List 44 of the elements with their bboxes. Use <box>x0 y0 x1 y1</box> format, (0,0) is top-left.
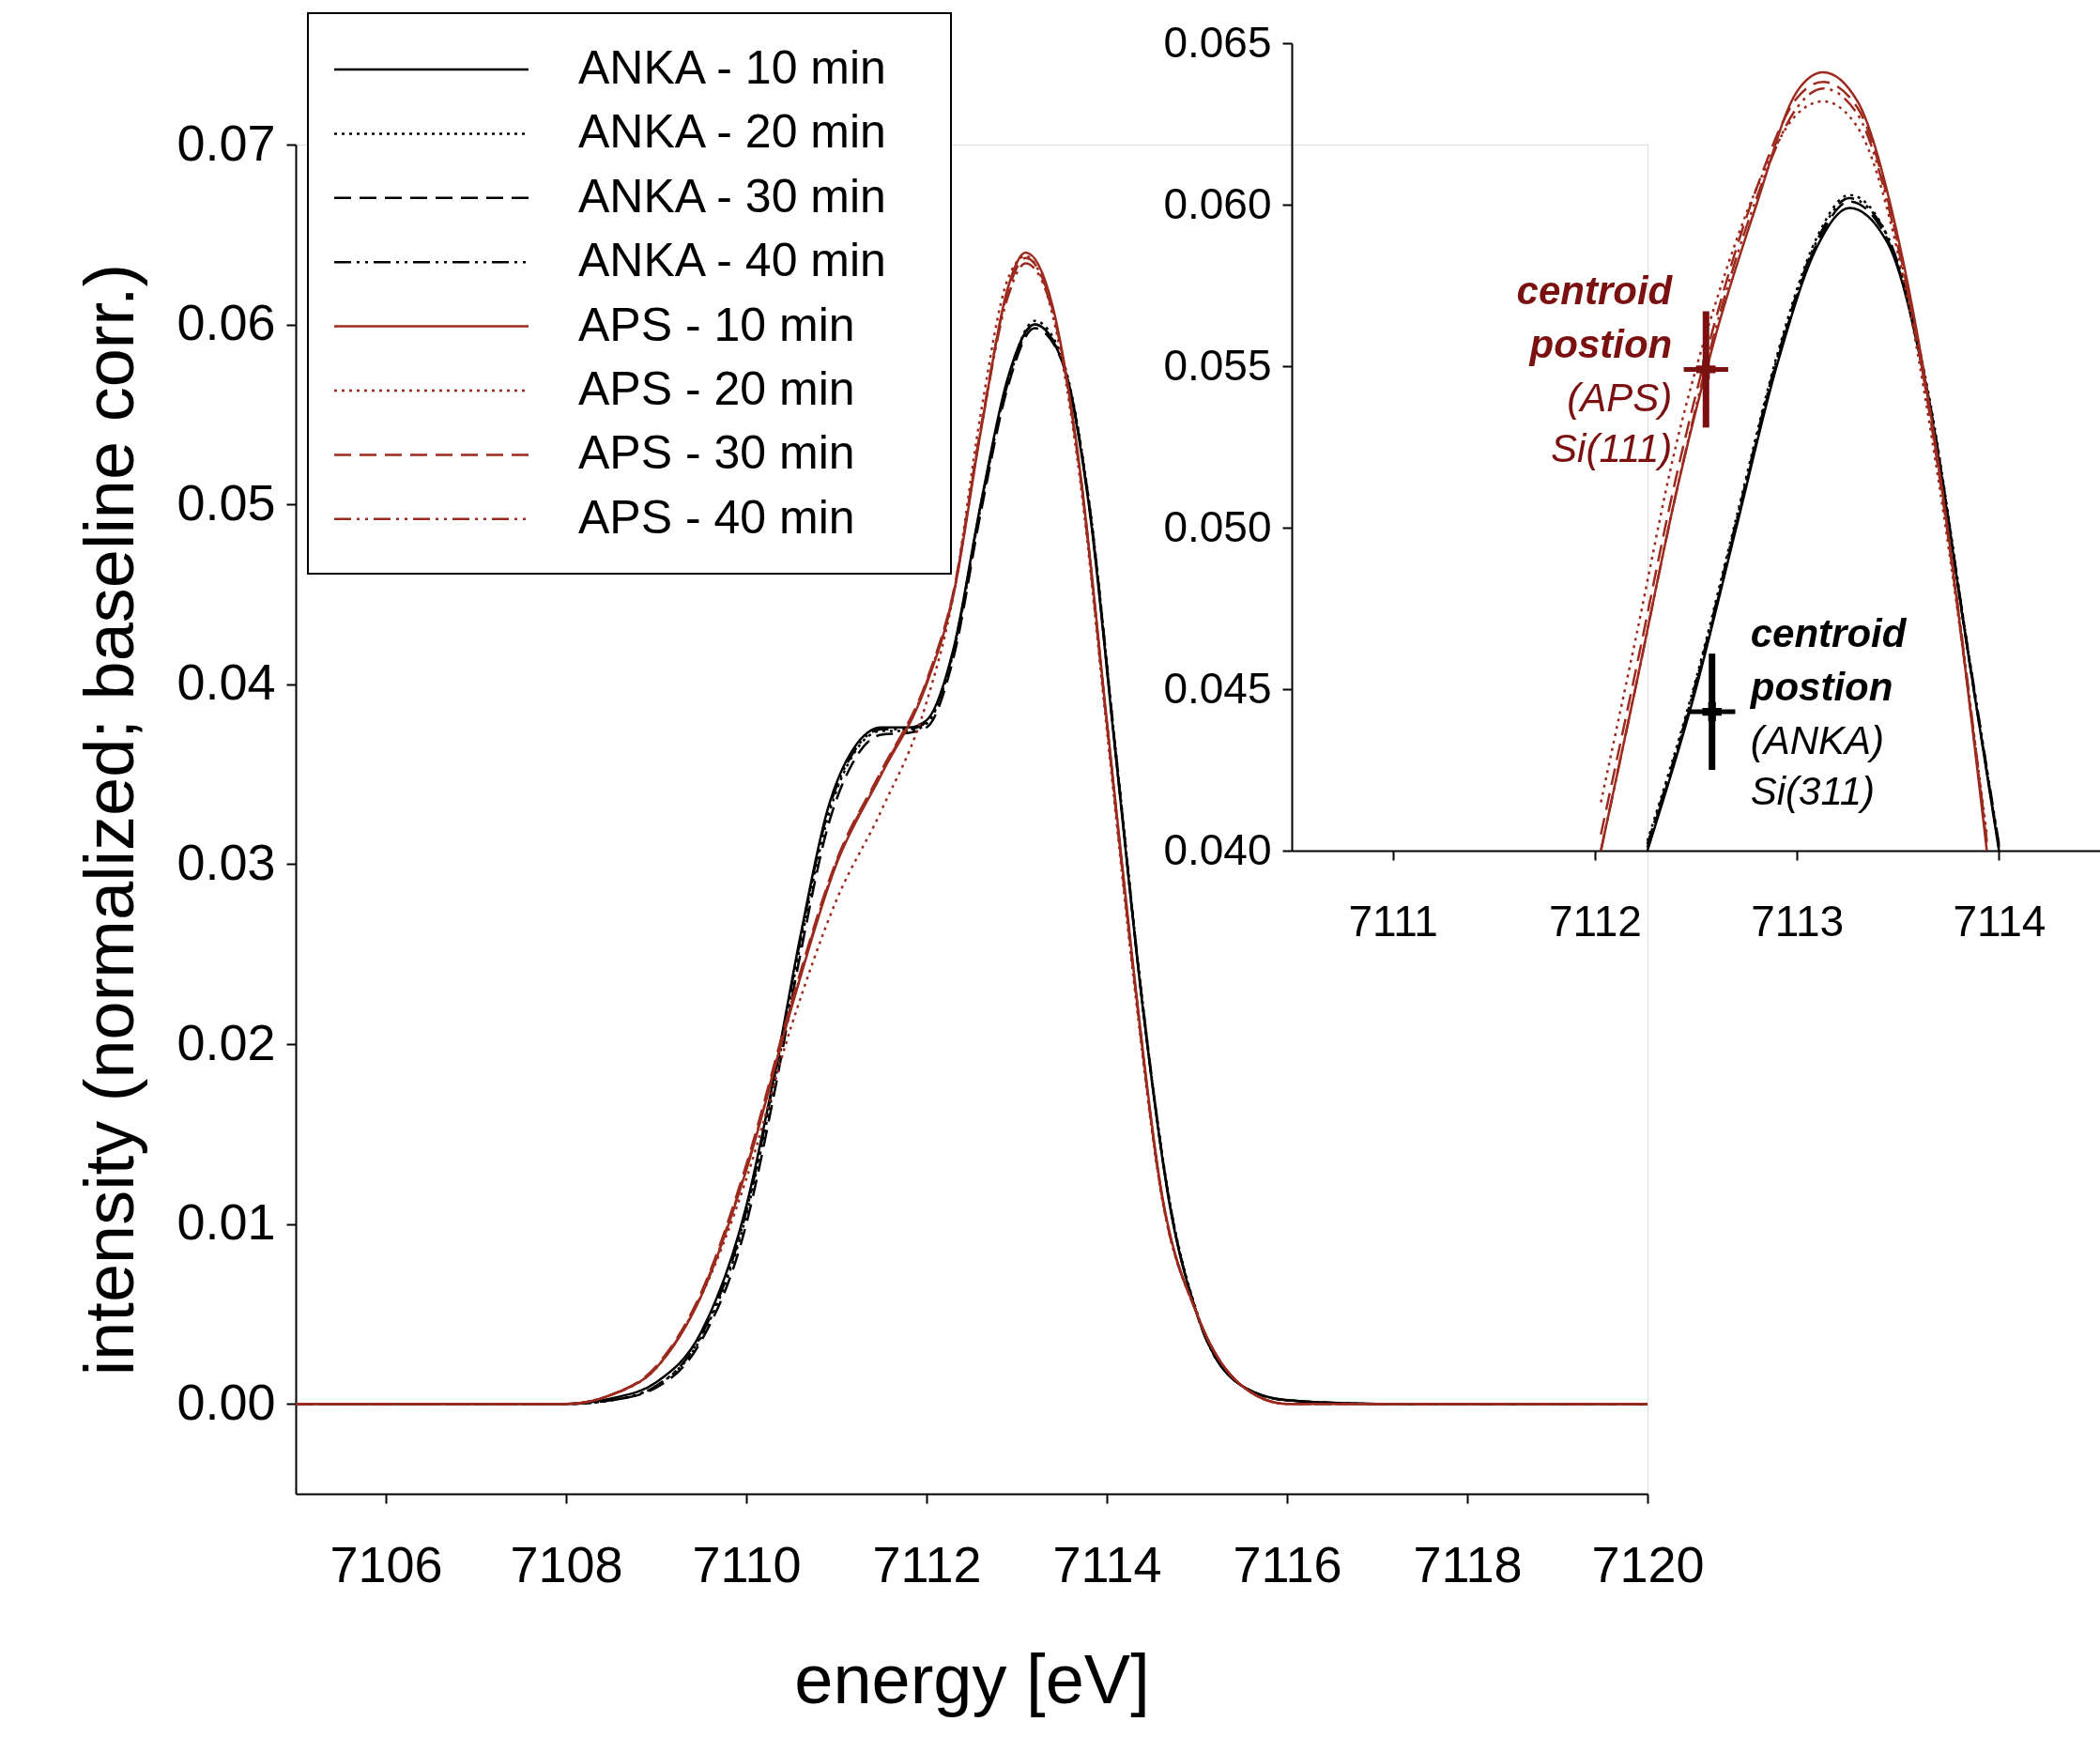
annotation: postion <box>1749 665 1893 710</box>
y-tick-label: 0.03 <box>176 833 276 890</box>
annotation: postion <box>1528 322 1673 367</box>
annotation: centroid <box>1516 269 1674 314</box>
y-tick-label: 0.05 <box>176 473 276 530</box>
x-tick-label: 7120 <box>1591 1535 1705 1592</box>
x-tick-label: 7112 <box>872 1535 982 1592</box>
y-tick-label: 0.00 <box>176 1373 276 1430</box>
legend-label: ANKA - 30 min <box>578 169 886 223</box>
annotation: Si(111) <box>1551 426 1673 471</box>
annotation: Si(311) <box>1750 769 1875 814</box>
y-tick-label: 0.065 <box>1163 17 1272 67</box>
x-tick-label: 7114 <box>1953 896 2046 945</box>
x-tick-label: 7114 <box>1052 1535 1162 1592</box>
x-tick-label: 7113 <box>1751 896 1845 945</box>
annotation: centroid <box>1750 611 1908 656</box>
legend-label: APS - 30 min <box>578 426 855 480</box>
legend-label: APS - 40 min <box>578 490 855 544</box>
legend-label: ANKA - 10 min <box>578 41 886 94</box>
y-axis-title: intensity (normalized; baseline corr.) <box>70 263 149 1376</box>
annotation: (ANKA) <box>1750 718 1885 763</box>
y-tick-label: 0.04 <box>176 653 276 711</box>
x-axis-title: energy [eV] <box>794 1639 1150 1718</box>
annotation: (APS) <box>1567 376 1673 421</box>
x-tick-label: 7110 <box>692 1535 802 1592</box>
legend-label: APS - 20 min <box>578 362 855 415</box>
x-tick-label: 7116 <box>1233 1535 1342 1592</box>
x-tick-label: 7112 <box>1548 896 1642 945</box>
x-tick-label: 7106 <box>330 1535 443 1592</box>
x-tick-label: 7111 <box>1348 896 1438 945</box>
y-tick-label: 0.040 <box>1163 824 1272 874</box>
y-tick-label: 0.01 <box>176 1193 276 1251</box>
y-tick-label: 0.07 <box>176 114 276 171</box>
x-tick-label: 7118 <box>1413 1535 1523 1592</box>
x-tick-label: 7108 <box>510 1535 623 1592</box>
y-tick-label: 0.060 <box>1163 178 1272 228</box>
y-tick-label: 0.050 <box>1163 501 1272 551</box>
y-tick-label: 0.045 <box>1163 663 1272 713</box>
legend-label: APS - 10 min <box>578 298 855 351</box>
y-tick-label: 0.055 <box>1163 340 1272 390</box>
legend-label: ANKA - 40 min <box>578 234 886 287</box>
y-tick-label: 0.02 <box>176 1013 276 1070</box>
legend-label: ANKA - 20 min <box>578 105 886 159</box>
y-tick-label: 0.06 <box>176 294 276 351</box>
